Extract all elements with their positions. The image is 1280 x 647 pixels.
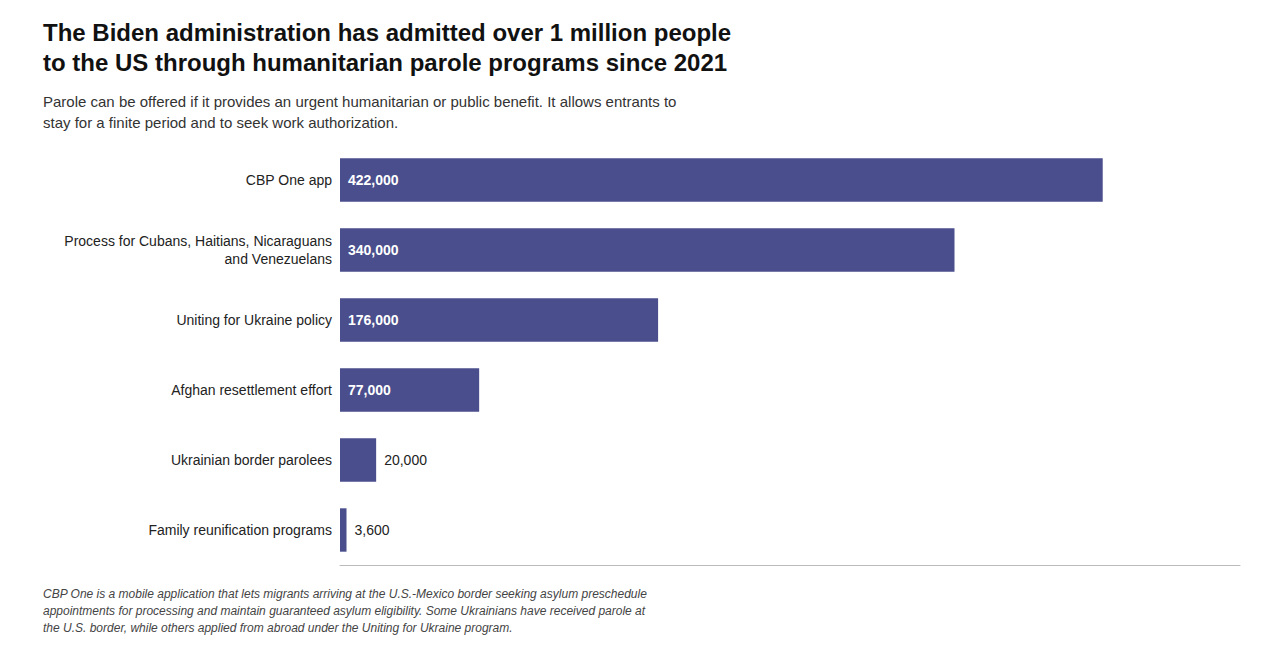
svg-text:CBP One is a mobile applicatio: CBP One is a mobile application that let… (43, 587, 647, 601)
svg-text:422,000: 422,000 (348, 172, 399, 188)
svg-text:Parole can be offered if it pr: Parole can be offered if it provides an … (43, 93, 676, 110)
svg-text:176,000: 176,000 (348, 312, 399, 328)
svg-text:Uniting for Ukraine policy: Uniting for Ukraine policy (176, 312, 332, 328)
svg-text:20,000: 20,000 (384, 452, 427, 468)
svg-text:Ukrainian border parolees: Ukrainian border parolees (171, 452, 332, 468)
svg-text:Family reunification programs: Family reunification programs (148, 522, 332, 538)
svg-text:to the US through humanitarian: to the US through humanitarian parole pr… (43, 49, 727, 76)
svg-text:Process for Cubans, Haitians,: Process for Cubans, Haitians, Nicaraguan… (64, 233, 332, 249)
svg-text:stay for a finite period and t: stay for a finite period and to seek wor… (43, 114, 398, 131)
svg-text:appointments for processing an: appointments for processing and maintain… (43, 604, 646, 618)
svg-text:Afghan resettlement effort: Afghan resettlement effort (171, 382, 332, 398)
svg-text:340,000: 340,000 (348, 242, 399, 258)
svg-text:77,000: 77,000 (348, 382, 391, 398)
svg-text:The Biden administration has a: The Biden administration has admitted ov… (43, 19, 731, 46)
svg-text:3,600: 3,600 (355, 522, 390, 538)
svg-text:CBP One app: CBP One app (246, 172, 332, 188)
svg-text:and Venezuelans: and Venezuelans (225, 251, 332, 267)
svg-text:the U.S. border, while others: the U.S. border, while others applied fr… (43, 621, 513, 635)
